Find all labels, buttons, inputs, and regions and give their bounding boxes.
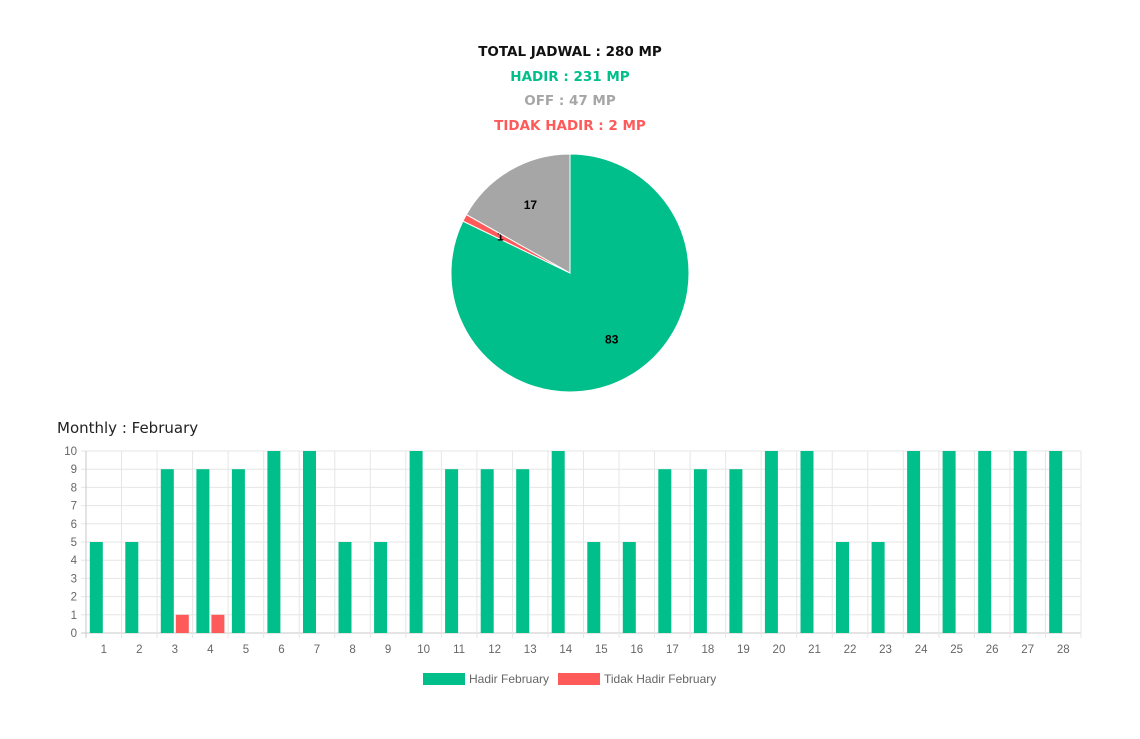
x-tick-label: 10 xyxy=(417,644,430,656)
y-tick-label: 7 xyxy=(71,501,77,513)
bar-hadir xyxy=(1013,451,1027,633)
legend-swatch-1 xyxy=(558,673,600,685)
x-tick-label: 27 xyxy=(1021,644,1034,656)
bar-hadir xyxy=(942,451,956,633)
y-tick-label: 5 xyxy=(71,537,77,549)
x-tick-label: 17 xyxy=(666,644,679,656)
y-tick-label: 6 xyxy=(71,519,77,531)
attendance-pie-chart: 83 1 17 xyxy=(450,153,690,393)
x-tick-label: 11 xyxy=(453,644,465,656)
bar-hadir xyxy=(196,469,210,633)
legend-label-0: Hadir February xyxy=(469,672,549,686)
x-tick-label: 21 xyxy=(808,644,821,656)
x-tick-label: 12 xyxy=(488,644,501,656)
pie-slice-label-1: 1 xyxy=(497,230,504,244)
x-tick-label: 23 xyxy=(879,644,892,656)
bar-hadir xyxy=(160,469,174,633)
bar-hadir xyxy=(409,451,423,633)
pie-slice-0 xyxy=(450,153,690,393)
bar-hadir xyxy=(125,542,139,633)
bar-hadir xyxy=(303,451,316,633)
bar-hadir xyxy=(551,451,565,633)
y-tick-label: 9 xyxy=(71,464,77,476)
bar-hadir xyxy=(729,469,743,633)
pie-slice-label-0: 83 xyxy=(605,333,619,347)
pie-slice-2 xyxy=(465,153,571,274)
y-tick-label: 1 xyxy=(71,610,77,622)
x-tick-label: 4 xyxy=(207,644,214,656)
x-tick-label: 7 xyxy=(314,644,320,656)
total-schedule-label: TOTAL JADWAL : 280 MP xyxy=(478,44,662,60)
bar-hadir xyxy=(764,451,778,633)
legend-swatch-0 xyxy=(423,673,465,685)
off-count-label: OFF : 47 MP xyxy=(524,93,616,109)
bar-hadir xyxy=(978,451,992,633)
bar-hadir xyxy=(658,469,672,633)
x-tick-label: 26 xyxy=(986,644,999,656)
x-tick-label: 16 xyxy=(630,644,643,656)
bar-hadir xyxy=(267,451,281,633)
bar-hadir xyxy=(445,469,459,633)
bar-hadir xyxy=(587,542,601,633)
bar-hadir xyxy=(622,542,636,633)
x-tick-label: 1 xyxy=(101,644,107,656)
x-tick-label: 19 xyxy=(737,644,750,656)
y-tick-label: 2 xyxy=(71,592,77,604)
legend-label-1: Tidak Hadir February xyxy=(604,672,716,686)
bar-hadir xyxy=(907,451,921,633)
x-tick-label: 25 xyxy=(950,644,963,656)
x-tick-label: 24 xyxy=(915,644,928,656)
x-tick-label: 5 xyxy=(243,644,249,656)
bar-hadir xyxy=(338,542,352,633)
bar-hadir xyxy=(836,542,849,633)
x-tick-label: 6 xyxy=(278,644,284,656)
x-tick-label: 13 xyxy=(524,644,537,656)
bar-tidak-hadir xyxy=(175,614,189,633)
x-tick-label: 14 xyxy=(559,644,572,656)
y-tick-label: 0 xyxy=(71,628,77,640)
bar-hadir xyxy=(516,469,530,633)
x-tick-label: 9 xyxy=(385,644,391,656)
bar-hadir xyxy=(871,542,885,633)
y-tick-label: 3 xyxy=(71,573,77,585)
bar-tidak-hadir xyxy=(211,614,225,633)
y-tick-label: 4 xyxy=(71,555,78,567)
x-tick-label: 8 xyxy=(349,644,355,656)
x-tick-label: 3 xyxy=(172,644,178,656)
present-count-label: HADIR : 231 MP xyxy=(510,69,630,85)
bar-hadir xyxy=(693,469,707,633)
x-tick-label: 2 xyxy=(136,644,142,656)
bar-hadir xyxy=(231,469,245,633)
x-tick-label: 22 xyxy=(844,644,857,656)
bar-hadir xyxy=(800,451,814,633)
x-tick-label: 28 xyxy=(1057,644,1070,656)
monthly-chart-title: Monthly : February xyxy=(57,419,199,437)
absent-count-label: TIDAK HADIR : 2 MP xyxy=(494,118,646,134)
x-tick-label: 20 xyxy=(773,644,786,656)
bar-hadir xyxy=(89,542,103,633)
y-tick-label: 8 xyxy=(71,482,77,494)
x-tick-label: 18 xyxy=(701,644,714,656)
bar-hadir xyxy=(480,469,494,633)
x-tick-label: 15 xyxy=(595,644,608,656)
bar-hadir xyxy=(1049,451,1063,633)
pie-slice-label-2: 17 xyxy=(524,198,538,212)
bar-hadir xyxy=(374,542,388,633)
y-tick-label: 10 xyxy=(64,446,77,458)
